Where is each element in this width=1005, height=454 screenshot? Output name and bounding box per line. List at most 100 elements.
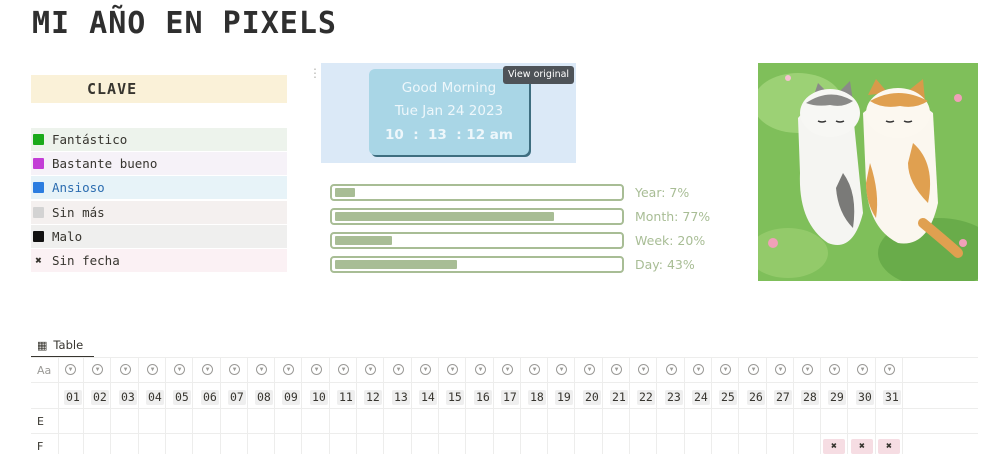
select-property-icon[interactable]: ▼: [447, 364, 458, 375]
day-header-cell: 18: [528, 390, 546, 405]
select-property-icon[interactable]: ▼: [529, 364, 540, 375]
progress-label: Month: 77%: [635, 209, 711, 224]
page-title: MI AÑO EN PIXELS: [32, 6, 337, 41]
day-header-cell: 17: [501, 390, 519, 405]
select-property-icon[interactable]: ▼: [638, 364, 649, 375]
select-property-icon[interactable]: ▼: [857, 364, 868, 375]
column-divider: [329, 357, 330, 454]
select-property-icon[interactable]: ▼: [393, 364, 404, 375]
select-property-icon[interactable]: ▼: [229, 364, 240, 375]
select-property-icon[interactable]: ▼: [802, 364, 813, 375]
blue-square-icon: [33, 182, 44, 194]
no-date-tag: ✖: [823, 439, 845, 454]
column-divider: [656, 357, 657, 454]
select-property-icon[interactable]: ▼: [338, 364, 349, 375]
column-divider: [547, 357, 548, 454]
progress-bar: [330, 208, 624, 225]
select-property-icon[interactable]: ▼: [283, 364, 294, 375]
row-title[interactable]: F: [37, 440, 44, 453]
select-property-icon[interactable]: ▼: [92, 364, 103, 375]
select-property-icon[interactable]: ▼: [65, 364, 76, 375]
column-divider: [247, 357, 248, 454]
select-property-icon[interactable]: ▼: [502, 364, 513, 375]
purple-square-icon: [33, 158, 44, 170]
legend-item: Bastante bueno: [31, 152, 287, 176]
column-divider: [629, 357, 630, 454]
select-property-icon[interactable]: ▼: [202, 364, 213, 375]
day-header-cell: 14: [419, 390, 437, 405]
day-header-cell: 09: [282, 390, 300, 405]
legend-item-label: Bastante bueno: [52, 156, 158, 172]
column-divider: [411, 357, 412, 454]
day-header-cell: 30: [856, 390, 874, 405]
day-header-cell: 15: [446, 390, 464, 405]
select-property-icon[interactable]: ▼: [174, 364, 185, 375]
day-header-cell: 31: [883, 390, 901, 405]
title-column-icon: Aa: [37, 364, 52, 377]
select-property-icon[interactable]: ▼: [775, 364, 786, 375]
column-divider: [847, 357, 848, 454]
select-property-icon[interactable]: ▼: [829, 364, 840, 375]
day-header-cell: 23: [665, 390, 683, 405]
day-header-cell: 21: [610, 390, 628, 405]
view-original-button[interactable]: View original: [503, 66, 575, 84]
day-header-cell: 05: [173, 390, 191, 405]
select-property-icon[interactable]: ▼: [365, 364, 376, 375]
day-header-cell: 11: [337, 390, 355, 405]
day-header-cell: 02: [91, 390, 109, 405]
legend-item-label: Malo: [52, 228, 83, 244]
legend-item-label: Fantástico: [52, 132, 128, 147]
day-header-cell: 07: [228, 390, 246, 405]
legend-item-label: Ansioso: [52, 180, 105, 196]
tab-table[interactable]: ▦ Table: [31, 334, 94, 358]
tab-table-label: Table: [53, 338, 84, 352]
select-property-icon[interactable]: ▼: [256, 364, 267, 375]
clock-date: Tue Jan 24 2023: [394, 103, 504, 119]
grey-square-icon: [33, 206, 44, 218]
select-property-icon[interactable]: ▼: [147, 364, 158, 375]
black-square-icon: [33, 230, 44, 242]
column-divider: [493, 357, 494, 454]
select-property-icon[interactable]: ▼: [666, 364, 677, 375]
row-divider: [31, 382, 978, 383]
select-property-icon[interactable]: ▼: [584, 364, 595, 375]
day-header-cell: 19: [555, 390, 573, 405]
select-property-icon[interactable]: ▼: [611, 364, 622, 375]
legend-item-label: Sin fecha: [52, 252, 120, 268]
column-divider: [220, 357, 221, 454]
no-date-tag: ✖: [878, 439, 900, 454]
select-property-icon[interactable]: ▼: [311, 364, 322, 375]
progress-fill: [335, 188, 355, 197]
legend-header-label: CLAVE: [87, 80, 138, 98]
day-header-cell: 29: [828, 390, 846, 405]
select-property-icon[interactable]: ▼: [748, 364, 759, 375]
column-divider: [766, 357, 767, 454]
column-divider: [356, 357, 357, 454]
day-header-cell: 22: [637, 390, 655, 405]
clock-card: Good Morning Tue Jan 24 2023 10 : 13 : 1…: [369, 69, 529, 155]
day-header-cell: 08: [255, 390, 273, 405]
column-divider: [301, 357, 302, 454]
day-header-cell: 10: [310, 390, 328, 405]
progress-fill: [335, 212, 554, 221]
select-property-icon[interactable]: ▼: [884, 364, 895, 375]
day-header-cell: 13: [392, 390, 410, 405]
progress-label: Week: 20%: [635, 233, 706, 248]
select-property-icon[interactable]: ▼: [420, 364, 431, 375]
row-divider: [31, 433, 978, 434]
select-property-icon[interactable]: ▼: [693, 364, 704, 375]
progress-bar: [330, 232, 624, 249]
select-property-icon[interactable]: ▼: [720, 364, 731, 375]
legend-item: ✖ Sin fecha: [31, 248, 287, 272]
column-divider: [574, 357, 575, 454]
day-header-cell: 25: [719, 390, 737, 405]
day-header-cell: 26: [747, 390, 765, 405]
day-header-cell: 28: [801, 390, 819, 405]
select-property-icon[interactable]: ▼: [556, 364, 567, 375]
row-title[interactable]: E: [37, 415, 44, 428]
select-property-icon[interactable]: ▼: [475, 364, 486, 375]
table-icon: ▦: [37, 338, 48, 352]
cats-image: [758, 63, 978, 281]
select-property-icon[interactable]: ▼: [120, 364, 131, 375]
row-divider: [31, 357, 978, 358]
